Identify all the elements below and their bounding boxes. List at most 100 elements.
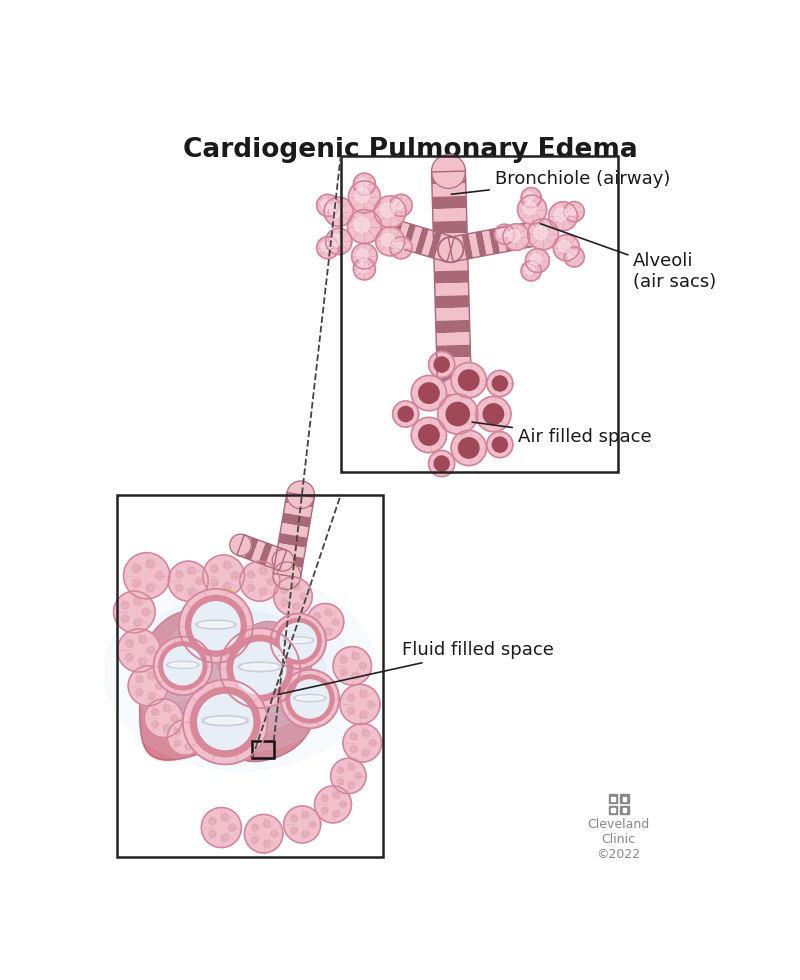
Bar: [221, 629, 233, 718]
Polygon shape: [482, 230, 494, 256]
Circle shape: [348, 782, 354, 788]
Circle shape: [114, 591, 155, 633]
Circle shape: [325, 628, 332, 635]
Circle shape: [260, 567, 267, 574]
Ellipse shape: [169, 662, 197, 667]
Circle shape: [340, 657, 347, 663]
Ellipse shape: [222, 716, 231, 720]
Circle shape: [136, 689, 143, 696]
Circle shape: [260, 588, 267, 595]
Circle shape: [370, 739, 376, 747]
Polygon shape: [233, 621, 317, 761]
Circle shape: [186, 596, 246, 656]
Circle shape: [148, 693, 155, 700]
Polygon shape: [422, 229, 435, 257]
Polygon shape: [436, 345, 470, 358]
Polygon shape: [237, 535, 251, 558]
Circle shape: [508, 229, 520, 242]
Polygon shape: [433, 208, 467, 221]
Polygon shape: [502, 226, 514, 252]
Ellipse shape: [177, 626, 304, 718]
Polygon shape: [432, 196, 466, 209]
Circle shape: [521, 187, 541, 208]
Circle shape: [151, 709, 158, 715]
Polygon shape: [142, 615, 229, 757]
Circle shape: [434, 456, 450, 471]
Polygon shape: [408, 225, 422, 253]
Circle shape: [446, 403, 470, 425]
Ellipse shape: [222, 715, 232, 720]
Circle shape: [494, 224, 514, 244]
Polygon shape: [434, 258, 468, 271]
Circle shape: [331, 234, 342, 246]
Circle shape: [223, 583, 231, 590]
Text: Cardiogenic Pulmonary Edema: Cardiogenic Pulmonary Edema: [182, 137, 638, 163]
Ellipse shape: [221, 624, 233, 631]
Circle shape: [148, 671, 155, 679]
Polygon shape: [509, 224, 520, 250]
Polygon shape: [495, 227, 507, 253]
Circle shape: [523, 202, 537, 215]
Circle shape: [188, 588, 195, 595]
Circle shape: [526, 249, 550, 272]
Circle shape: [534, 225, 548, 240]
Circle shape: [300, 593, 307, 600]
Ellipse shape: [230, 719, 238, 723]
Ellipse shape: [221, 609, 233, 615]
Ellipse shape: [222, 716, 232, 720]
Circle shape: [458, 438, 479, 459]
Circle shape: [431, 155, 466, 188]
Bar: [611, 808, 614, 812]
Circle shape: [362, 729, 369, 736]
Circle shape: [290, 827, 298, 834]
Ellipse shape: [221, 699, 232, 703]
Bar: [341, 156, 618, 471]
Circle shape: [284, 806, 321, 843]
Polygon shape: [280, 523, 309, 538]
Circle shape: [273, 562, 301, 590]
Ellipse shape: [221, 645, 233, 650]
Bar: [611, 797, 614, 801]
Ellipse shape: [204, 723, 211, 728]
Circle shape: [451, 363, 486, 398]
Circle shape: [170, 714, 178, 721]
Circle shape: [349, 181, 380, 213]
Circle shape: [163, 725, 170, 732]
Circle shape: [286, 675, 334, 723]
Ellipse shape: [221, 627, 233, 632]
Ellipse shape: [221, 687, 232, 691]
Circle shape: [393, 401, 418, 427]
Polygon shape: [436, 319, 470, 333]
Circle shape: [183, 680, 267, 764]
Circle shape: [281, 587, 288, 594]
Circle shape: [568, 206, 578, 216]
Circle shape: [398, 407, 414, 421]
Circle shape: [330, 204, 343, 217]
Circle shape: [146, 584, 154, 592]
Circle shape: [518, 195, 546, 224]
Polygon shape: [428, 231, 442, 259]
Circle shape: [122, 614, 129, 622]
Circle shape: [138, 658, 146, 665]
Circle shape: [192, 734, 198, 741]
Circle shape: [174, 740, 181, 747]
Circle shape: [458, 369, 479, 390]
Circle shape: [203, 555, 245, 597]
Polygon shape: [441, 235, 454, 263]
Polygon shape: [437, 357, 471, 370]
Circle shape: [128, 665, 168, 706]
Circle shape: [209, 830, 216, 838]
Polygon shape: [265, 545, 279, 568]
Text: Fluid filled space: Fluid filled space: [278, 642, 554, 695]
Polygon shape: [140, 612, 231, 760]
Ellipse shape: [222, 705, 232, 709]
Circle shape: [355, 773, 362, 779]
Polygon shape: [278, 533, 307, 548]
Circle shape: [498, 228, 507, 238]
Circle shape: [271, 830, 278, 837]
Ellipse shape: [130, 592, 350, 752]
Circle shape: [382, 233, 394, 246]
Circle shape: [343, 723, 382, 762]
Circle shape: [492, 437, 507, 452]
Polygon shape: [475, 231, 486, 257]
